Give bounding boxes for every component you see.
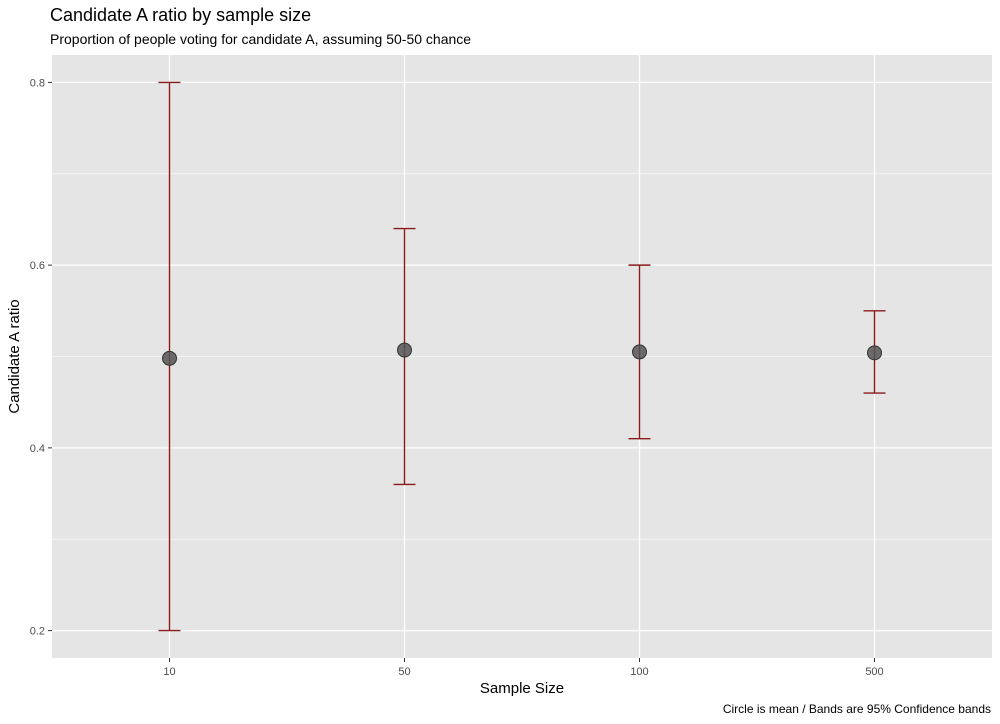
mean-point bbox=[867, 345, 882, 361]
x-axis-title: Sample Size bbox=[480, 680, 564, 697]
x-tick-label: 100 bbox=[630, 666, 648, 678]
chart-title: Candidate A ratio by sample size bbox=[50, 5, 312, 25]
x-tick-label: 10 bbox=[163, 666, 175, 678]
y-tick-label: 0.6 bbox=[30, 260, 45, 272]
x-tick-label: 50 bbox=[398, 666, 410, 678]
mean-point bbox=[632, 344, 647, 360]
mean-point bbox=[397, 342, 412, 358]
x-tick-label: 500 bbox=[865, 666, 883, 678]
y-tick-label: 0.8 bbox=[30, 77, 45, 89]
y-tick-label: 0.2 bbox=[30, 626, 45, 638]
chart-subtitle: Proportion of people voting for candidat… bbox=[50, 31, 472, 47]
chart-caption: Circle is mean / Bands are 95% Confidenc… bbox=[722, 702, 991, 716]
y-tick-label: 0.4 bbox=[30, 443, 45, 455]
y-axis-title: Candidate A ratio bbox=[6, 299, 23, 413]
mean-point bbox=[162, 350, 177, 366]
